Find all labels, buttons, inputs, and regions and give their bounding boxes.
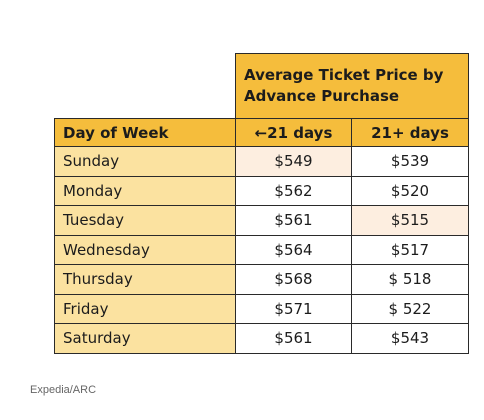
over-21-days-header: 21+ days: [351, 118, 469, 147]
table-row: Monday $562 $520: [54, 175, 469, 206]
table-row: Tuesday $561 $515: [54, 205, 469, 236]
day-cell: Tuesday: [54, 205, 236, 236]
group-header-row: Average Ticket Price by Advance Purchase: [55, 53, 469, 119]
table-row: Thursday $568 $ 518: [54, 264, 469, 295]
price-cell-over-21: $515: [351, 205, 469, 236]
price-cell-under-21: $562: [235, 175, 352, 206]
under-21-days-header: ←21 days: [235, 118, 352, 147]
table-row: Sunday $549 $539: [54, 146, 469, 177]
day-cell: Monday: [54, 175, 236, 206]
price-cell-under-21: $561: [235, 205, 352, 236]
empty-corner-cell: [55, 54, 236, 119]
day-of-week-header: Day of Week: [54, 118, 236, 147]
price-cell-under-21: $571: [235, 293, 352, 324]
price-cell-over-21: $ 518: [351, 264, 469, 295]
price-cell-over-21: $520: [351, 175, 469, 206]
ticket-price-table: Average Ticket Price by Advance Purchase…: [54, 53, 469, 354]
column-header-row: Day of Week ←21 days 21+ days: [54, 118, 469, 147]
day-cell: Sunday: [54, 146, 236, 177]
price-cell-over-21: $539: [351, 146, 469, 177]
table-row: Friday $571 $ 522: [54, 293, 469, 324]
day-cell: Thursday: [54, 264, 236, 295]
price-cell-under-21: $568: [235, 264, 352, 295]
source-caption: Expedia/ARC: [30, 384, 97, 396]
day-cell: Friday: [54, 293, 236, 324]
price-cell-under-21: $561: [235, 323, 352, 354]
table-row: Wednesday $564 $517: [54, 234, 469, 265]
group-header: Average Ticket Price by Advance Purchase: [235, 53, 469, 119]
price-cell-over-21: $543: [351, 323, 469, 354]
price-cell-over-21: $ 522: [351, 293, 469, 324]
table-row: Saturday $561 $543: [54, 323, 469, 354]
price-cell-under-21: $549: [235, 146, 352, 177]
price-cell-over-21: $517: [351, 234, 469, 265]
day-cell: Saturday: [54, 323, 236, 354]
day-cell: Wednesday: [54, 234, 236, 265]
price-cell-under-21: $564: [235, 234, 352, 265]
